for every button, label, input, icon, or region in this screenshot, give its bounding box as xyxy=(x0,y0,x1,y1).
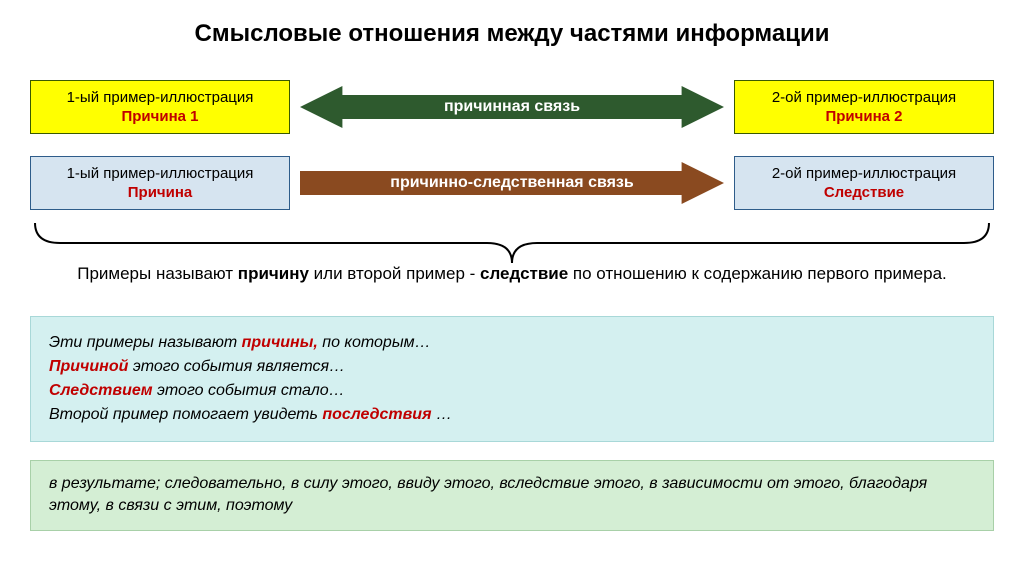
box-text: 1-ый пример-иллюстрация xyxy=(67,88,254,108)
box-text-red: Причина 2 xyxy=(825,107,902,127)
red-text: последствия xyxy=(322,406,431,423)
text: Второй пример помогает увидеть xyxy=(49,406,322,423)
box-text-red: Причина 1 xyxy=(121,107,198,127)
box-cause: 1-ый пример-иллюстрация Причина xyxy=(30,156,290,210)
red-text: Причиной xyxy=(49,358,128,375)
text: … xyxy=(432,406,452,423)
arrow-label: причинно-следственная связь xyxy=(390,174,633,192)
phrase-line: Второй пример помогает увидеть последств… xyxy=(49,403,975,427)
red-text: Следствием xyxy=(49,382,153,399)
box-cause-2: 2-ой пример-иллюстрация Причина 2 xyxy=(734,80,994,134)
curly-bracket-icon xyxy=(30,218,994,268)
box-text-red: Следствие xyxy=(824,183,904,203)
page-title: Смысловые отношения между частями информ… xyxy=(30,20,994,48)
row-cause-effect: 1-ый пример-иллюстрация Причина причинно… xyxy=(30,154,994,212)
example-phrases-block: Эти примеры называют причины, по которым… xyxy=(30,316,994,442)
arrow-label: причинная связь xyxy=(444,98,580,116)
box-text-red: Причина xyxy=(128,183,193,203)
text: этого события стало… xyxy=(153,382,345,399)
phrase-line: Следствием этого события стало… xyxy=(49,379,975,403)
text: Эти примеры называют xyxy=(49,334,242,351)
box-cause-1: 1-ый пример-иллюстрация Причина 1 xyxy=(30,80,290,134)
box-text: 1-ый пример-иллюстрация xyxy=(67,164,254,184)
red-text: причины, xyxy=(242,334,318,351)
connectors-block: в результате; следовательно, в силу этог… xyxy=(30,460,994,531)
diagram-container: 1-ый пример-иллюстрация Причина 1 причин… xyxy=(30,78,994,212)
phrase-line: Причиной этого события является… xyxy=(49,355,975,379)
arrow-right: причинно-следственная связь xyxy=(300,156,724,210)
row-causal: 1-ый пример-иллюстрация Причина 1 причин… xyxy=(30,78,994,136)
text: по которым… xyxy=(318,334,431,351)
arrow-bidirectional: причинная связь xyxy=(300,80,724,134)
box-text: 2-ой пример-иллюстрация xyxy=(772,164,956,184)
phrase-line: Эти примеры называют причины, по которым… xyxy=(49,331,975,355)
box-text: 2-ой пример-иллюстрация xyxy=(772,88,956,108)
box-effect: 2-ой пример-иллюстрация Следствие xyxy=(734,156,994,210)
text: этого события является… xyxy=(128,358,345,375)
